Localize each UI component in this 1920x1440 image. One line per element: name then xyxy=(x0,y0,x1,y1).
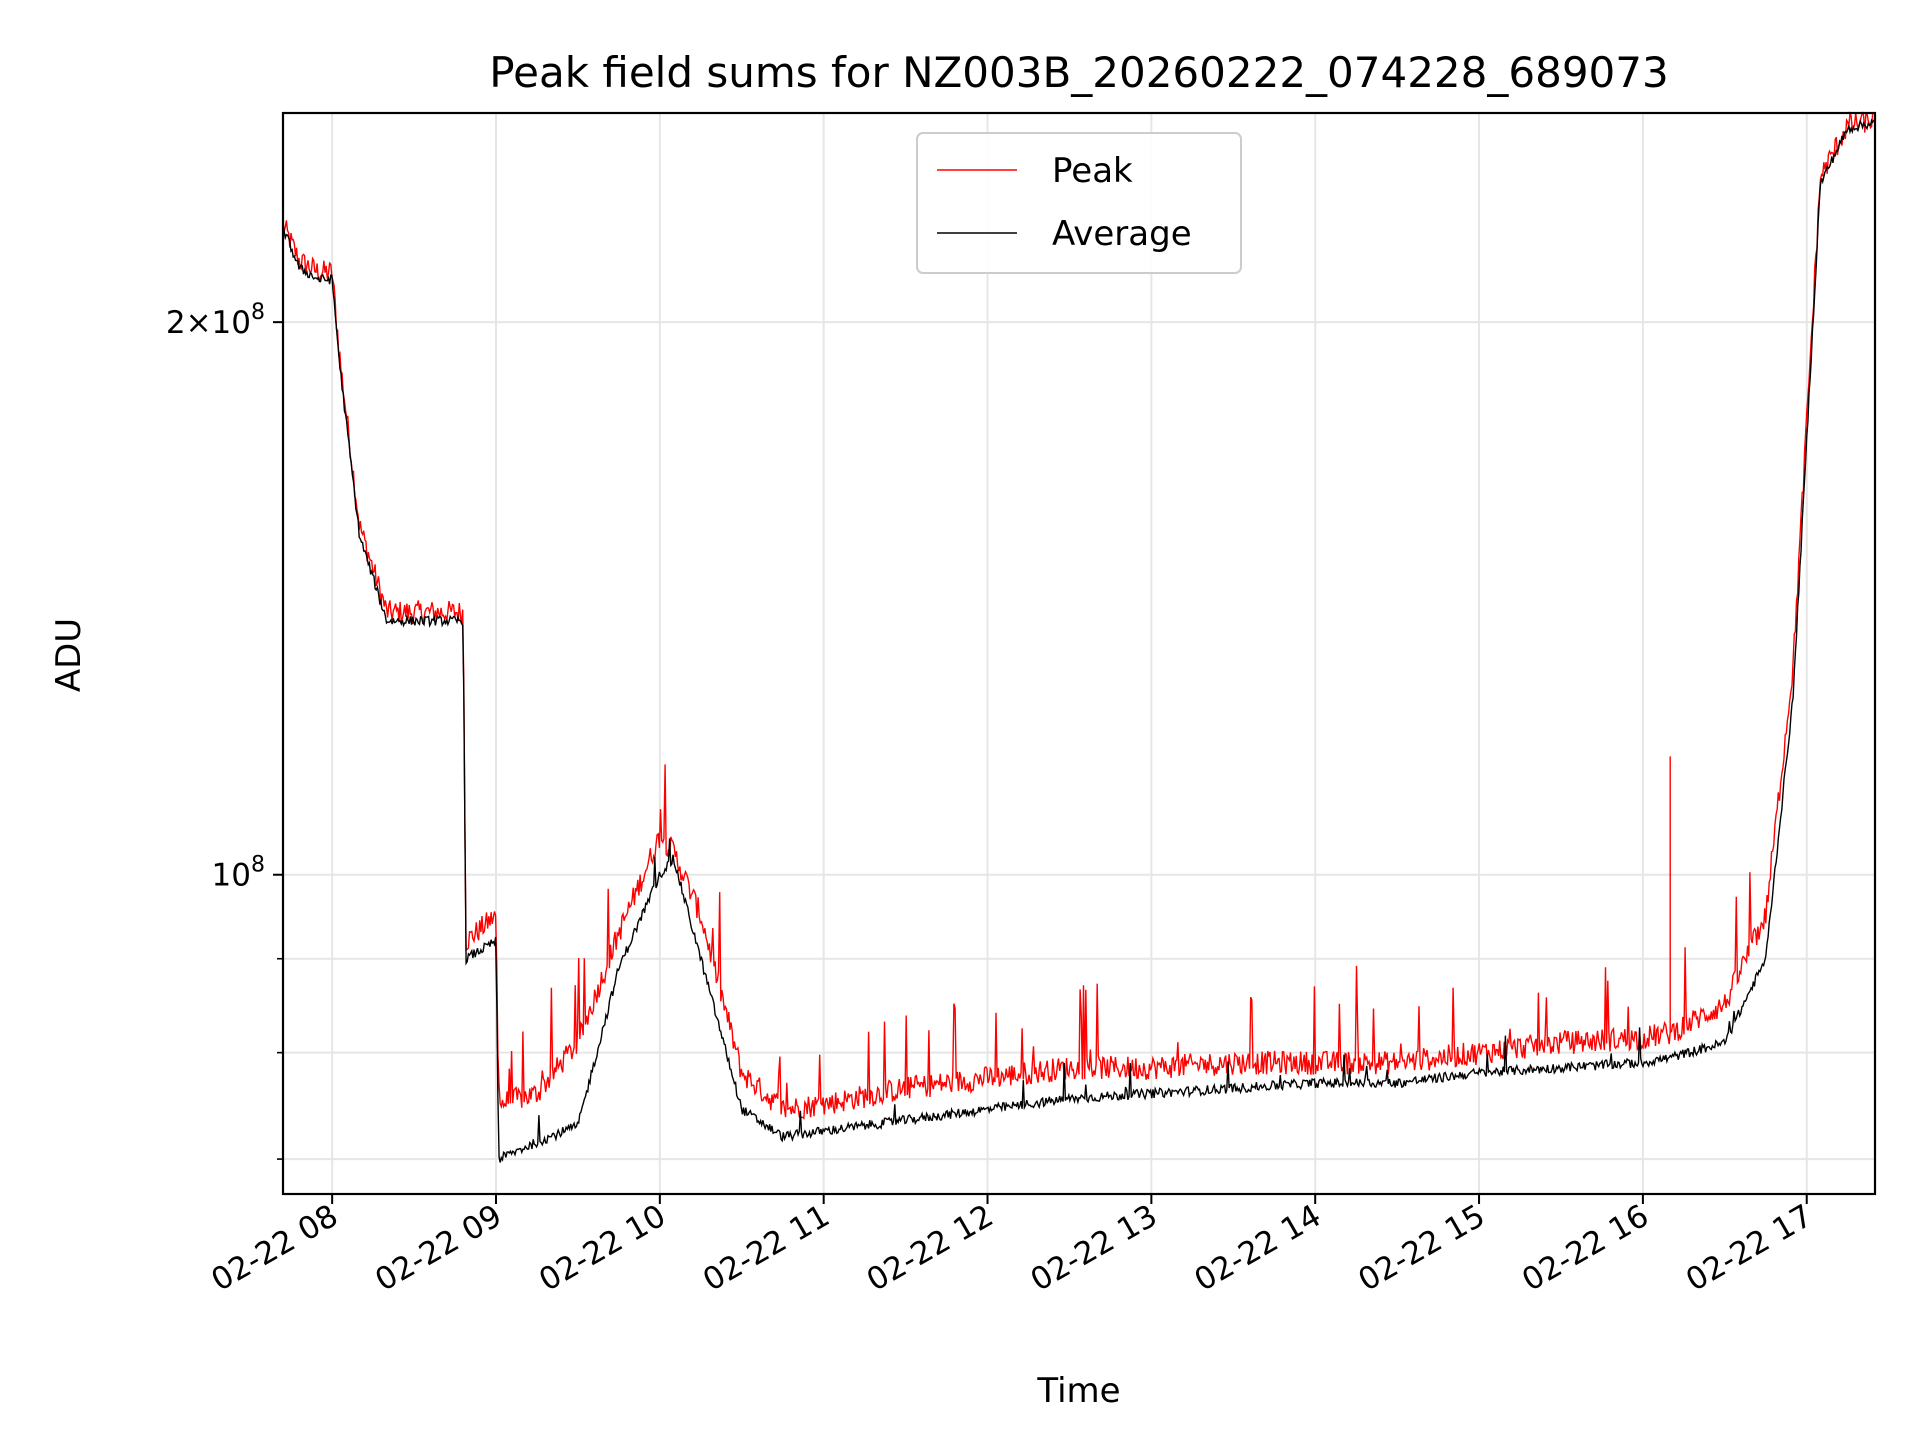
plot-frame xyxy=(281,111,1877,1196)
y-tick-label: 2×108 xyxy=(166,300,265,341)
chart-title: Peak field sums for NZ003B_20260222_0742… xyxy=(489,48,1668,97)
series-line-peak xyxy=(282,111,1875,1120)
legend-label-peak: Peak xyxy=(1052,151,1133,191)
legend: Peak Average xyxy=(916,132,1242,274)
y-axis-title: ADU xyxy=(49,618,89,692)
series-layer xyxy=(282,111,1876,1163)
legend-label-average: Average xyxy=(1052,214,1192,254)
y-tick-label: 108 xyxy=(212,853,265,894)
y-axis-ticks: 108 2×108 xyxy=(166,300,283,1160)
legend-box xyxy=(916,132,1242,274)
x-axis-title: Time xyxy=(1036,1371,1120,1411)
series-line-average xyxy=(282,118,1876,1163)
plot-area xyxy=(283,113,1875,1194)
